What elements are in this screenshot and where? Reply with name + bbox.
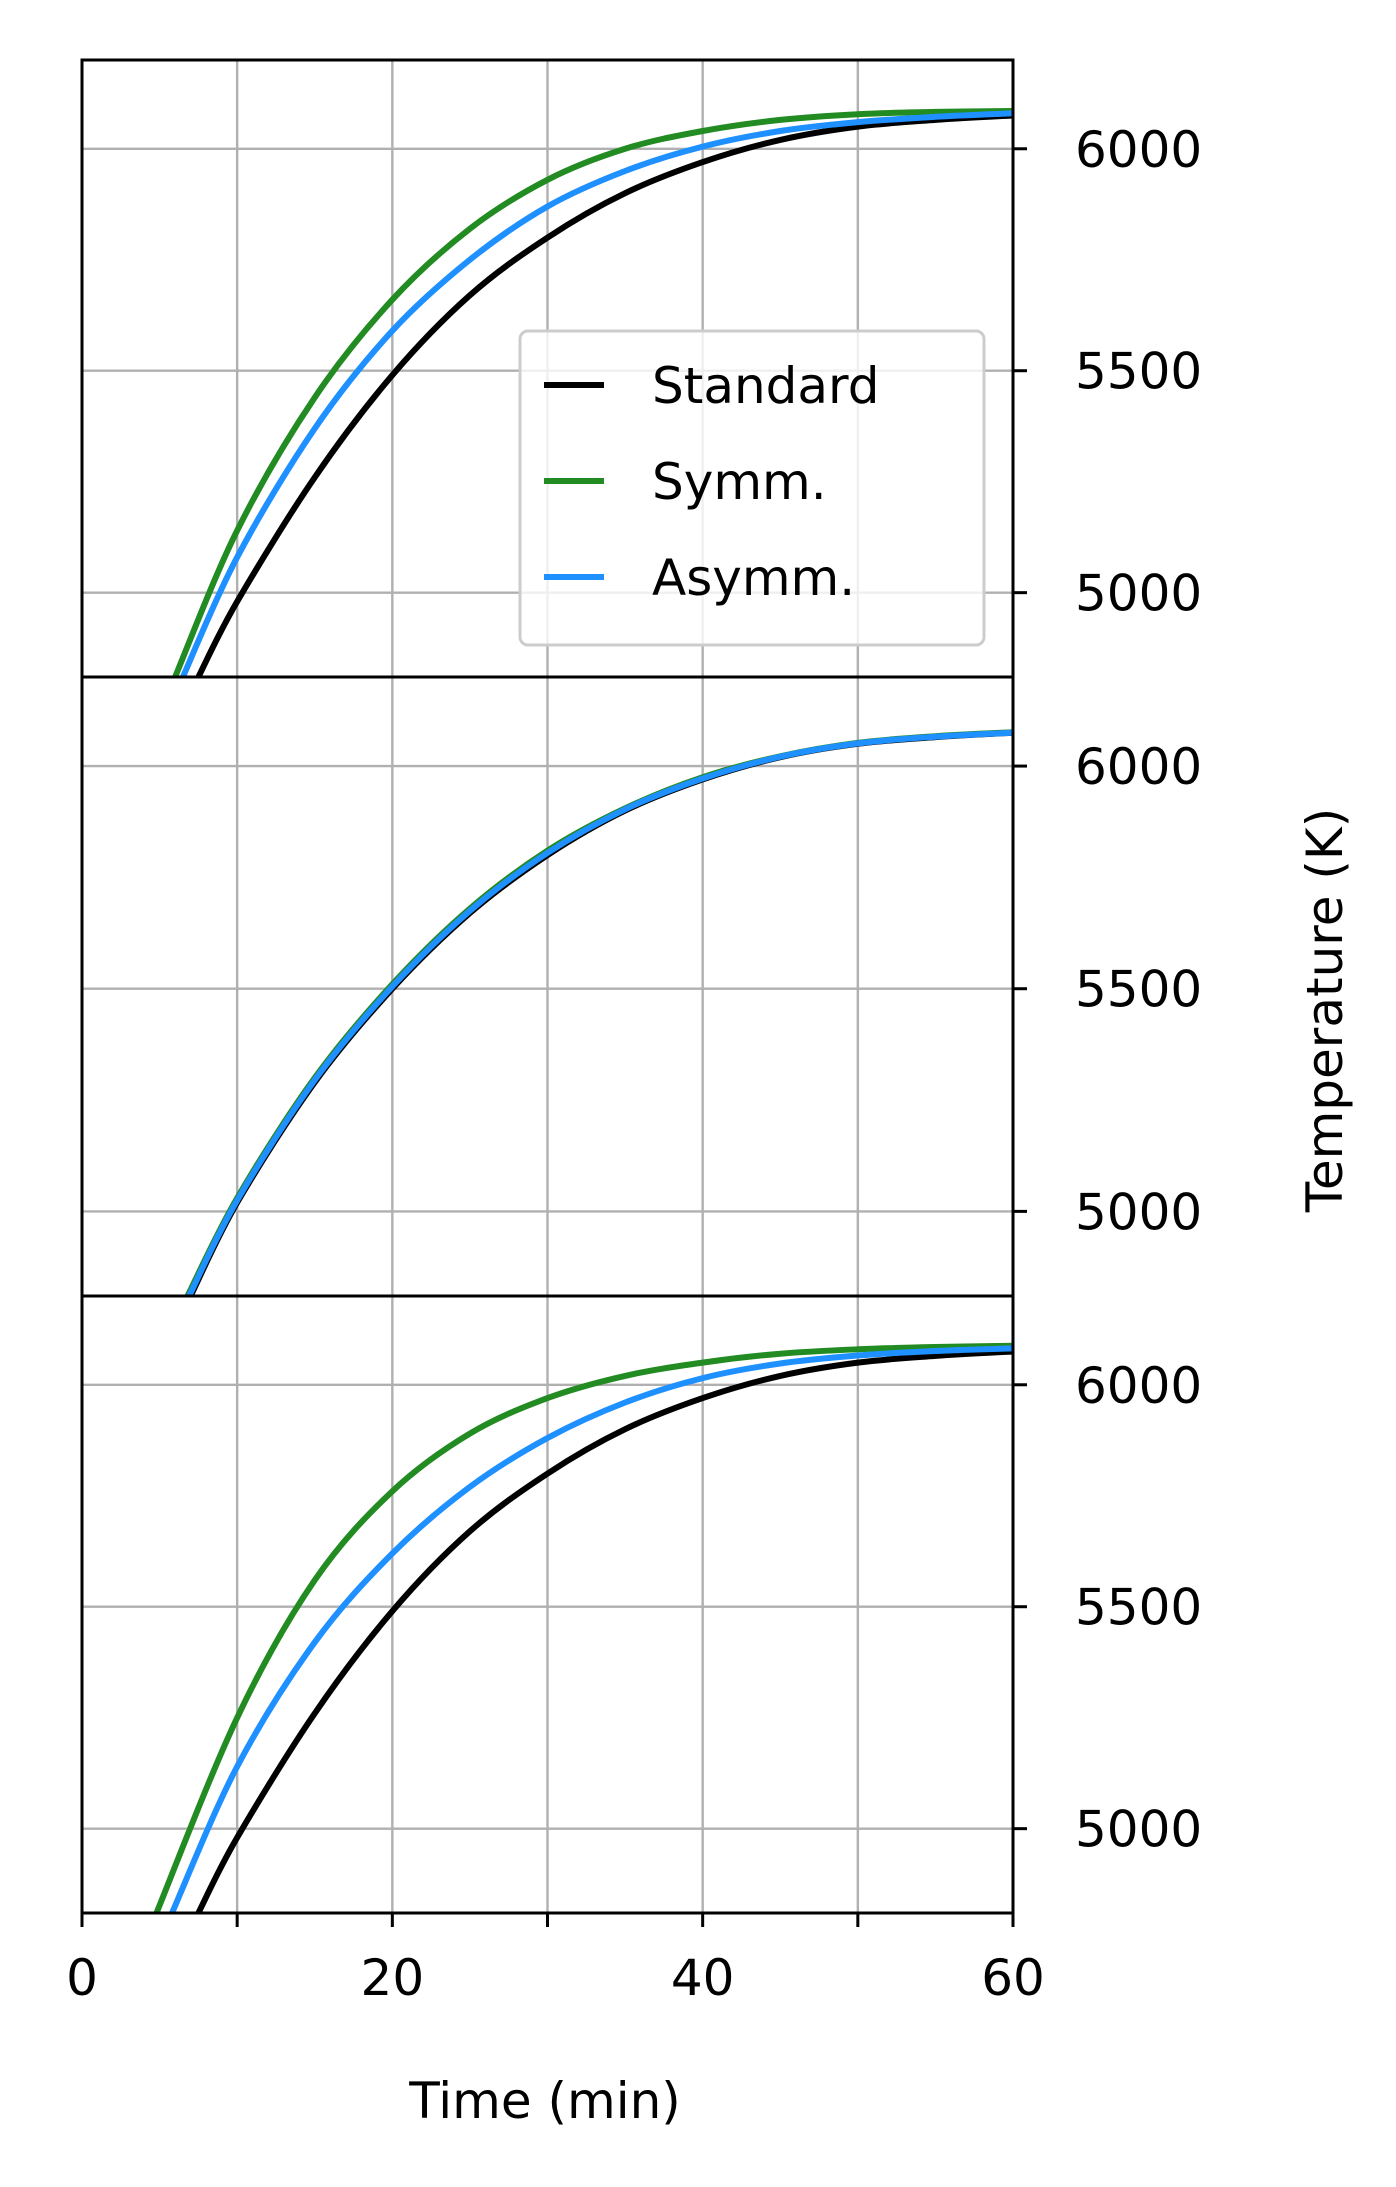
panel-2-series	[184, 729, 1013, 1296]
series-line-standard	[195, 1348, 1013, 1913]
y-tick-label: 6000	[1075, 1357, 1202, 1415]
panel-3: 5000 5500 6000	[80, 1294, 1202, 1915]
legend-label-standard: Standard	[652, 357, 879, 415]
series-line-standard	[195, 112, 1013, 677]
y-tick-label: 6000	[1075, 738, 1202, 796]
series-line-asymm	[168, 1345, 1013, 1913]
y-tick-label: 5000	[1075, 565, 1202, 623]
panel-1: 5000 5500 6000	[80, 58, 1202, 679]
y-axis-label: Temperature (K)	[1296, 808, 1354, 1213]
x-tick-label: 20	[361, 1949, 425, 2007]
y-tick-label: 5000	[1075, 1183, 1202, 1241]
x-tick-label: 60	[981, 1949, 1045, 2007]
y-tick-label: 5500	[1075, 343, 1202, 401]
panel-1-series	[171, 107, 1013, 677]
y-tick-label: 5500	[1075, 1579, 1202, 1637]
series-line-asymm	[179, 110, 1013, 677]
y-tick-label: 5500	[1075, 961, 1202, 1019]
legend-label-asymm: Asymm.	[652, 549, 855, 607]
plot-layer: 5000 5500 6000 5000 5500 6000 5000 5500 6000 0 20 4…	[66, 58, 1202, 2007]
series-line-symm	[171, 107, 1013, 677]
x-tick-label: 0	[66, 1949, 98, 2007]
panel-3-series	[153, 1342, 1013, 1913]
panel-2: 5000 5500 6000	[80, 675, 1202, 1298]
y-tick-label: 5000	[1075, 1801, 1202, 1859]
series-line-asymm	[185, 729, 1013, 1296]
x-tick-label: 40	[671, 1949, 735, 2007]
x-axis-label: Time (min)	[408, 2072, 681, 2130]
legend: Standard Symm. Asymm.	[518, 329, 986, 647]
series-line-symm	[153, 1342, 1013, 1913]
y-tick-label: 6000	[1075, 121, 1202, 179]
legend-label-symm: Symm.	[652, 453, 827, 511]
legend-box	[518, 329, 986, 647]
